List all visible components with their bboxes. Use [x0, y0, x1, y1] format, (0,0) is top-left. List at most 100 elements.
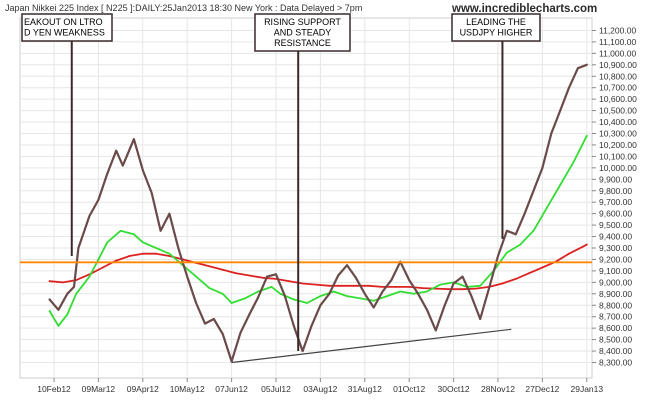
x-tick-label: 31Aug12 [348, 384, 382, 394]
data-point-price [417, 292, 419, 295]
overlay-layer [20, 261, 592, 364]
y-tick-label: 8,700.00 [599, 312, 632, 322]
y-tick-label: 9,600.00 [599, 209, 632, 219]
data-point-ma-fast [386, 295, 388, 297]
data-point-ma-slow [248, 274, 251, 277]
data-point-ma-slow [208, 265, 211, 268]
y-tick-label: 8,600.00 [599, 323, 632, 333]
data-point-ma-slow [395, 286, 397, 288]
x-tick-label: 10May12 [170, 384, 205, 394]
data-point-ma-fast [585, 134, 588, 137]
data-point-ma-fast [208, 287, 211, 289]
data-point-price [115, 149, 118, 152]
data-point-price [48, 298, 51, 301]
data-point-ma-fast [559, 184, 562, 186]
data-point-price [292, 325, 295, 327]
data-point-ma-fast [195, 275, 198, 278]
data-point-ma-fast [359, 297, 362, 300]
data-point-price [150, 192, 153, 194]
y-tick-label: 9,800.00 [599, 186, 632, 196]
data-point-price [212, 318, 215, 320]
data-point-price [266, 275, 268, 278]
data-point-price [523, 212, 526, 215]
data-point-ma-fast [292, 298, 295, 301]
annotation-text-usdjpy: LEADING THE [466, 17, 526, 27]
data-point-price [497, 255, 499, 257]
data-point-price [239, 331, 242, 334]
data-point-ma-fast [279, 292, 282, 295]
data-point-ma-slow [528, 272, 530, 275]
data-point-price [426, 308, 428, 311]
data-point-ma-fast [97, 258, 100, 261]
data-point-price [443, 304, 446, 307]
x-tick-label: 03Aug12 [303, 384, 337, 394]
data-point-price [488, 287, 490, 289]
data-point-price [310, 325, 313, 327]
data-point-price [559, 109, 562, 112]
data-point-ma-slow [288, 280, 291, 283]
data-point-ma-slow [581, 246, 584, 248]
data-point-ma-slow [115, 259, 118, 262]
data-point-ma-slow [421, 287, 424, 289]
data-point-ma-fast [106, 241, 109, 244]
data-point-price [479, 318, 482, 320]
y-tick-label: 10,200.00 [599, 140, 637, 150]
data-point-ma-fast [519, 243, 522, 246]
data-point-ma-fast [332, 290, 335, 293]
grid [19, 17, 593, 379]
brand-watermark: www.incrediblecharts.com [451, 3, 597, 15]
data-point-price [195, 302, 198, 304]
data-point-price [372, 306, 375, 309]
data-point-ma-slow [141, 252, 144, 255]
data-point-ma-fast [133, 233, 135, 236]
data-point-price [275, 273, 277, 276]
data-point-price [141, 169, 144, 172]
x-tick-label: 30Oct12 [438, 384, 470, 394]
y-tick-label: 10,000.00 [599, 163, 637, 173]
y-tick-label: 10,100.00 [599, 151, 637, 161]
annotation-text-support: AND STEADY [274, 28, 332, 38]
data-point-price [355, 276, 357, 279]
y-tick-label: 10,300.00 [599, 129, 637, 139]
data-point-ma-fast [257, 290, 260, 293]
annotation-box-usdjpy [451, 13, 541, 42]
data-point-ma-slow [301, 282, 304, 285]
y-tick-label: 9,900.00 [599, 174, 632, 184]
data-point-ma-slow [101, 266, 104, 269]
data-point-ma-slow [128, 255, 131, 257]
data-point-price [159, 229, 162, 232]
y-tick-label: 9,200.00 [599, 254, 632, 264]
y-tick-label: 8,800.00 [599, 300, 632, 310]
data-point-price [408, 279, 411, 281]
data-point-ma-slow [48, 280, 51, 283]
data-point-ma-slow [168, 255, 171, 257]
x-tick-label: 01Oct12 [393, 384, 425, 394]
data-point-price [106, 172, 109, 175]
data-point-ma-fast [319, 295, 322, 297]
y-tick-label: 9,500.00 [599, 220, 632, 230]
data-point-price [514, 233, 517, 236]
data-point-ma-slow [448, 288, 451, 291]
x-tick-label: 10Feb12 [37, 384, 71, 394]
data-point-ma-fast [48, 310, 51, 312]
data-point-price [470, 295, 473, 297]
annotation-text-ltro: EAKOUT ON LTRO [24, 17, 103, 27]
data-point-ma-fast [168, 252, 171, 255]
data-point-ma-slow [62, 281, 64, 284]
data-point-price [121, 164, 124, 167]
data-point-price [381, 290, 384, 293]
data-point-price [577, 67, 579, 70]
data-point-ma-slow [541, 266, 544, 269]
x-tick-label: 09Mar12 [82, 384, 116, 394]
data-point-ma-slow [514, 278, 517, 280]
data-point-ma-fast [372, 299, 375, 302]
x-tick-label: 28Nov12 [481, 384, 515, 394]
data-point-price [532, 189, 535, 192]
data-point-ma-fast [572, 161, 575, 164]
y-tick-label: 9,300.00 [599, 243, 632, 253]
y-tick-label: 10,700.00 [599, 83, 637, 93]
data-point-ma-slow [155, 252, 158, 255]
data-point-price [452, 282, 455, 285]
